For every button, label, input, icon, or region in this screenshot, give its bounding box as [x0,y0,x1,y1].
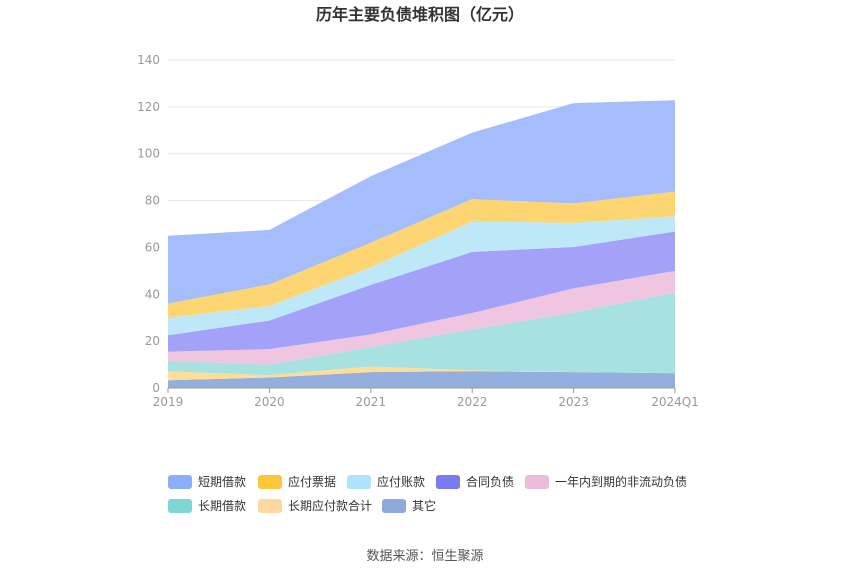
axes: 2019 2020 2021 2022 2023 2024Q1 [153,387,699,409]
legend-label: 短期借款 [198,475,246,489]
area-series-3 [168,270,675,365]
y-tick-label: 80 [145,194,160,208]
stacked-areas [168,100,675,388]
legend-swatch [347,475,371,489]
y-tick-label: 0 [152,381,160,395]
legend-label: 其它 [412,498,436,513]
x-tick-label: 2021 [356,395,387,409]
y-tick-label: 60 [145,240,160,254]
legend-swatch [258,475,282,489]
y-tick-label: 100 [137,147,160,161]
legend-label: 合同负债 [466,474,514,489]
legend-swatch [168,499,192,513]
y-tick-label: 120 [137,100,160,114]
legend-swatch [525,475,549,489]
x-tick-label: 2024Q1 [651,395,699,409]
gridlines: 0 20 40 60 80 100 120 140 [137,53,675,395]
x-tick-label: 2023 [558,395,589,409]
y-tick-label: 140 [137,53,160,67]
legend-label: 长期借款 [198,499,246,513]
legend-label: 应付账款 [377,474,425,489]
x-tick-label: 2020 [254,395,285,409]
chart-title: 历年主要负债堆积图（亿元） [316,5,524,24]
x-tick-label: 2022 [457,395,488,409]
legend-swatch [168,475,192,489]
area-series-2 [168,292,675,376]
legend-swatch [258,499,282,513]
area-series-5 [168,216,675,336]
legend-swatch [436,475,460,489]
legend-label: 应付票据 [288,474,336,489]
area-series-7 [168,100,675,304]
area-series-1 [168,366,675,381]
data-source-note: 数据来源：恒生聚源 [366,549,483,564]
legend-label: 一年内到期的非流动负债 [555,474,687,489]
area-series-4 [168,231,675,352]
area-series-6 [168,191,675,318]
y-tick-label: 20 [145,334,160,348]
legend-swatch [382,499,406,513]
area-series-0 [168,371,675,388]
y-tick-label: 40 [145,287,160,301]
legend-label: 长期应付款合计 [288,498,372,513]
x-tick-label: 2019 [153,395,184,409]
